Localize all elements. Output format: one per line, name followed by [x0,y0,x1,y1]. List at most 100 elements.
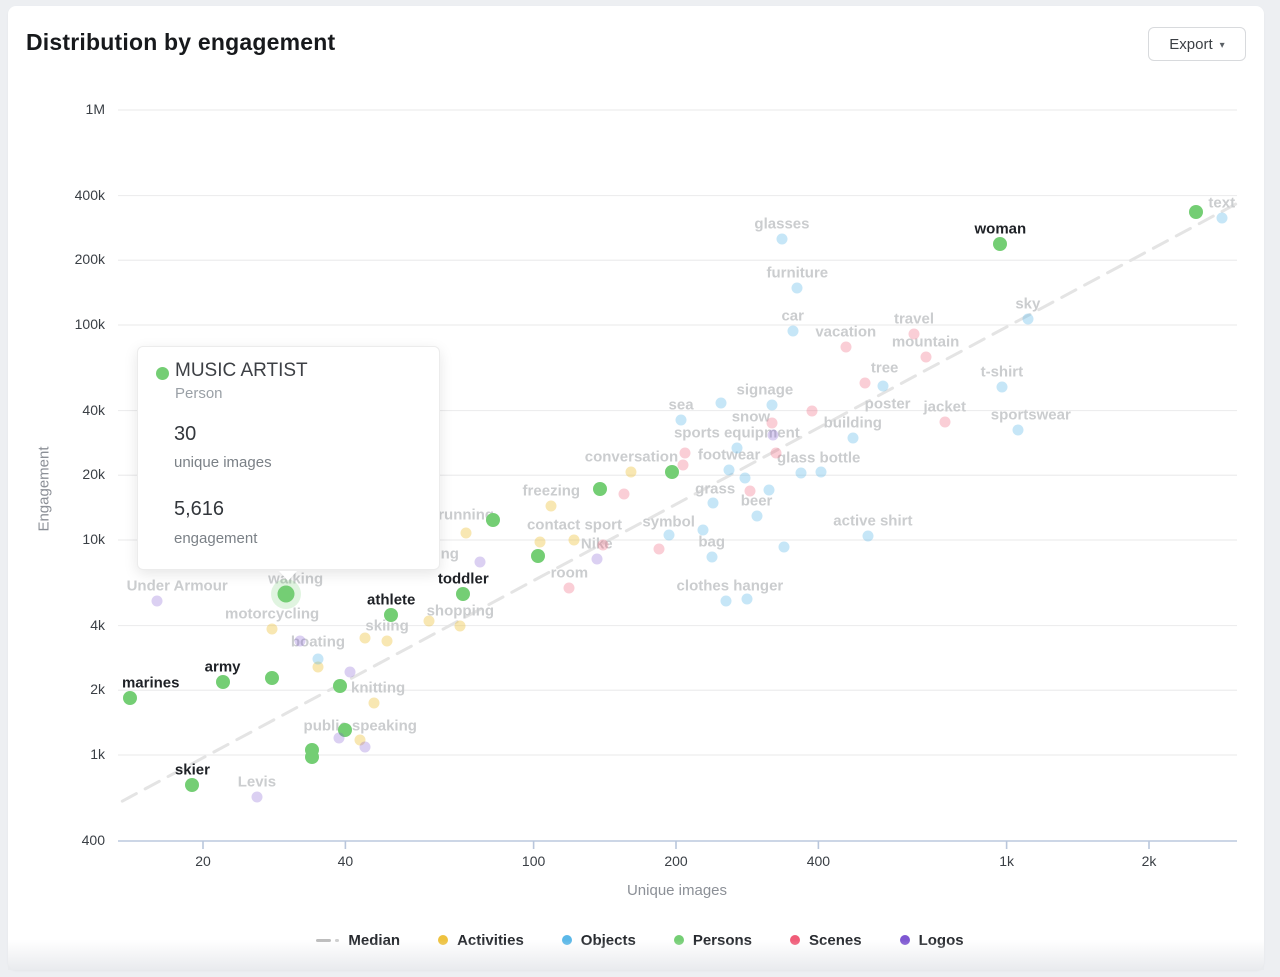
legend-item-activities[interactable]: Activities [438,932,524,949]
point-objects[interactable] [697,524,709,536]
point-running[interactable] [460,527,472,539]
legend-dot-icon [899,935,910,945]
point-sports-equipment[interactable] [731,442,743,454]
point-persons[interactable] [305,749,319,764]
point-boating[interactable] [312,661,324,673]
point-jacket[interactable] [939,416,951,428]
point-objects[interactable] [815,466,827,478]
point-persons[interactable] [1189,204,1204,219]
point-scenes[interactable] [653,543,665,555]
legend-label: Persons [692,931,753,949]
point-scenes[interactable] [770,447,782,459]
point-shopping[interactable] [454,620,466,632]
point-sky[interactable] [1022,313,1034,325]
point-label-vacation: vacation [815,323,877,341]
point-scenes[interactable] [677,459,689,471]
legend-item-persons[interactable]: Persons [673,931,753,949]
point-label-tree: tree [870,359,899,377]
point-objects[interactable] [778,541,790,553]
point-label-room: room [550,564,589,582]
point-mountain[interactable] [920,351,932,363]
point-contact-sport[interactable] [568,534,580,546]
point-skiing[interactable] [381,635,393,647]
point-car[interactable] [787,325,799,337]
point-active-shirt[interactable] [862,530,874,542]
point-public-speaking[interactable] [354,734,366,746]
point-room[interactable] [563,582,575,594]
point-logos[interactable] [767,429,779,441]
point-label-public-speaking: public speaking [303,717,417,735]
point-grass[interactable] [744,485,756,497]
point-label-signage: signage [736,381,794,399]
point-furniture[interactable] [791,282,803,294]
point-sea[interactable] [675,414,687,426]
point-activities[interactable] [359,632,371,644]
point-label-jacket: jacket [923,398,967,416]
point-objects[interactable] [715,397,727,409]
point-persons[interactable] [664,465,679,480]
legend-item-median[interactable]: Median [316,932,400,949]
point-symbol[interactable] [663,529,675,541]
point-nike[interactable] [591,553,603,565]
point-travel[interactable] [908,328,920,340]
point-logos[interactable] [294,635,306,647]
point-persons[interactable] [530,549,545,564]
point-persons[interactable] [338,722,353,737]
point-persons[interactable] [333,679,348,694]
point-objects[interactable] [877,380,889,392]
point-glasses[interactable] [776,233,788,245]
point-marines[interactable] [122,691,137,706]
point-t-shirt[interactable] [996,381,1008,393]
point-activities[interactable] [423,615,435,627]
point-glass-bottle[interactable] [795,467,807,479]
point-toddler[interactable] [456,587,471,602]
point-label-mountain: mountain [891,333,960,351]
point-tree[interactable] [859,377,871,389]
point-poster[interactable] [806,405,818,417]
legend-label: Logos [918,931,964,949]
point-snow[interactable] [766,417,778,429]
export-button[interactable]: Export ▾ [1148,27,1246,61]
point-footwear[interactable] [723,464,735,476]
point-army[interactable] [215,674,230,689]
point-knitting[interactable] [368,697,380,709]
point-scenes[interactable] [618,488,630,500]
point-logos[interactable] [359,741,371,753]
point-freezing[interactable] [545,500,557,512]
point-sportswear[interactable] [1012,424,1024,436]
point-persons[interactable] [485,512,500,527]
point-logos[interactable] [474,556,486,568]
legend-item-objects[interactable]: Objects [561,932,636,949]
point-clothes-hanger[interactable] [720,595,732,607]
point-persons[interactable] [592,481,607,496]
point-objects[interactable] [739,472,751,484]
point-conversation[interactable] [625,466,637,478]
point-beer[interactable] [751,510,763,522]
legend-item-logos[interactable]: Logos [899,931,964,949]
point-objects[interactable] [741,593,753,605]
point-scenes[interactable] [597,539,609,551]
point-label-active-shirt: active shirt [833,512,913,530]
point-objects[interactable] [763,484,775,496]
point-levis[interactable] [251,791,263,803]
point-under-armour[interactable] [151,595,163,607]
point-scenes[interactable] [679,447,691,459]
point-persons[interactable] [277,585,295,603]
point-activities[interactable] [534,536,546,548]
point-logos[interactable] [344,666,356,678]
point-signage[interactable] [766,399,778,411]
point-bag[interactable] [706,551,718,563]
point-skier[interactable] [185,778,200,793]
point-objects[interactable] [707,497,719,509]
point-motorcycling[interactable] [266,623,278,635]
point-vacation[interactable] [840,341,852,353]
point-text[interactable] [1216,212,1228,224]
point-building[interactable] [847,432,859,444]
point-athlete[interactable] [384,607,399,622]
point-persons[interactable] [265,671,280,686]
legend-item-scenes[interactable]: Scenes [790,932,862,949]
point-woman[interactable] [993,237,1008,252]
point-objects[interactable] [312,653,324,665]
point-logos[interactable] [333,732,345,744]
point-label-knitting: knitting [351,679,406,697]
